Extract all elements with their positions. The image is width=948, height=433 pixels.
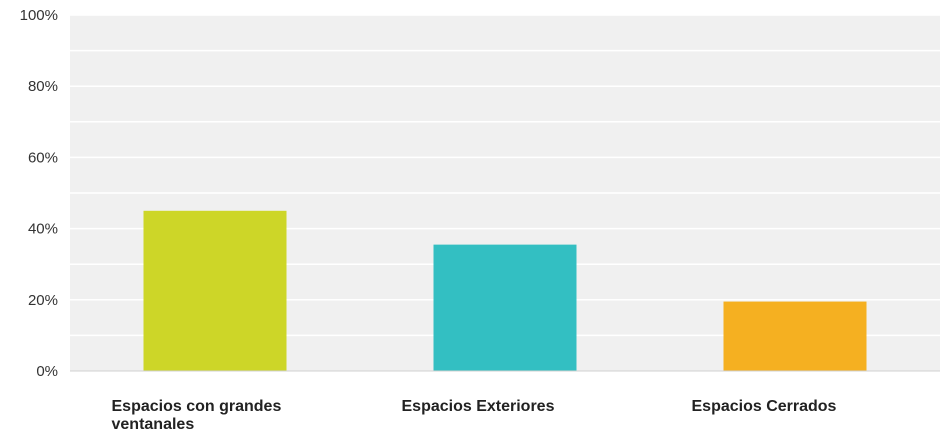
x-tick-label: Espacios Cerrados bbox=[692, 398, 837, 415]
y-tick-label: 100% bbox=[20, 7, 58, 24]
y-tick-label: 20% bbox=[28, 292, 58, 309]
bar bbox=[433, 244, 577, 371]
y-tick-label: 80% bbox=[28, 78, 58, 95]
bar bbox=[723, 301, 867, 371]
y-tick-label: 60% bbox=[28, 149, 58, 166]
bar bbox=[143, 210, 287, 371]
x-axis-labels: Espacios con grandes ventanales Espacios E… bbox=[112, 398, 837, 433]
x-tick-label: Espacios con grandes ventanales bbox=[112, 398, 282, 433]
y-axis-ticks: 0% 20% 40% 60% 80% 100% bbox=[20, 7, 58, 380]
bars bbox=[143, 210, 867, 371]
y-tick-label: 40% bbox=[28, 221, 58, 238]
y-tick-label: 0% bbox=[36, 363, 58, 380]
x-tick-label: Espacios Exteriores bbox=[402, 398, 555, 415]
